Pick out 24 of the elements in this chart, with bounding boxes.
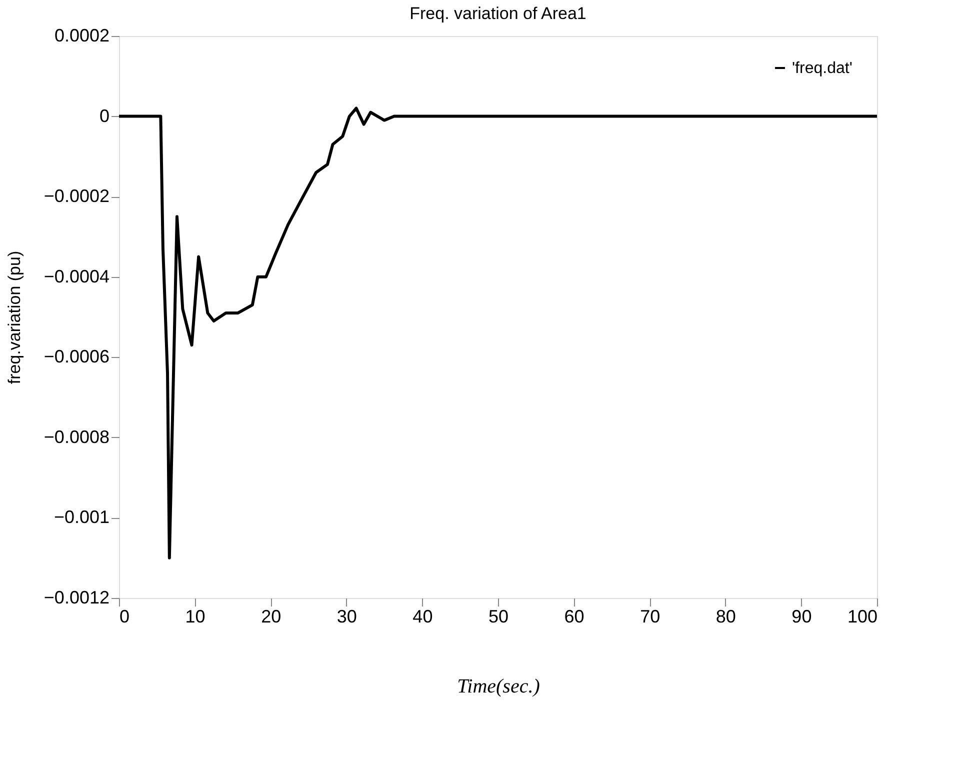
x-tick-label: 70 <box>640 606 660 626</box>
x-axis-title: Time(sec.) <box>457 676 540 698</box>
y-tick-label: −0.0004 <box>44 266 110 286</box>
x-tick-label: 100 <box>847 606 878 626</box>
y-tick-label: −0.0002 <box>44 186 110 206</box>
x-tick-label: 20 <box>261 606 282 626</box>
y-axis-title: freq.variation (pu) <box>4 250 24 384</box>
y-tick-label: 0.0002 <box>54 26 110 46</box>
x-tick-label: 30 <box>336 606 357 626</box>
x-tick-label: 80 <box>716 606 736 626</box>
x-tick-label: 40 <box>412 606 433 626</box>
y-tick-label: −0.0012 <box>44 588 110 608</box>
y-tick-label: −0.0008 <box>44 426 110 447</box>
chart-title: Freq. variation of Area1 <box>410 4 586 23</box>
y-tick-label: 0 <box>99 106 110 126</box>
x-tick-label: 0 <box>120 606 130 626</box>
x-tick-label: 90 <box>792 606 812 626</box>
y-tick-label: −0.0006 <box>44 346 110 367</box>
x-tick-label: 50 <box>488 606 509 626</box>
legend-label: 'freq.dat' <box>792 60 852 77</box>
x-tick-label: 60 <box>564 606 584 626</box>
y-tick-label: −0.001 <box>54 507 110 528</box>
line-series <box>118 106 878 560</box>
x-tick-label: 10 <box>185 606 206 626</box>
